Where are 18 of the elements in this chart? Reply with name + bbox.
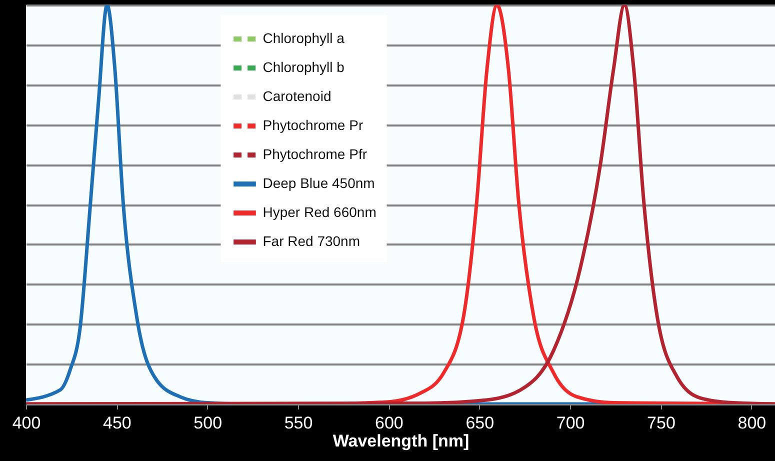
x-tick-label: 600 [375, 414, 404, 432]
legend-label: Phytochrome Pfr [262, 146, 368, 162]
legend-label: Phytochrome Pr [262, 117, 364, 133]
legend-label: Deep Blue 450nm [262, 175, 375, 191]
x-tick-label: 450 [102, 414, 132, 432]
legend-label: Carotenoid [262, 88, 332, 104]
x-tick-label: 750 [647, 414, 676, 432]
x-tick-label: 400 [12, 414, 41, 432]
x-tick-label: 700 [556, 414, 585, 432]
x-tick-label: 800 [738, 414, 766, 432]
x-tick-label: 650 [466, 414, 494, 432]
legend-label: Chlorophyll a [262, 30, 345, 46]
legend-label: Chlorophyll b [262, 59, 345, 75]
x-tick-label: 550 [284, 414, 313, 432]
x-tick-label: 500 [194, 414, 222, 432]
x-axis-title: Wavelength [nm] [332, 432, 470, 450]
legend-label: Far Red 730nm [262, 233, 360, 249]
legend-label: Hyper Red 660nm [262, 204, 376, 220]
